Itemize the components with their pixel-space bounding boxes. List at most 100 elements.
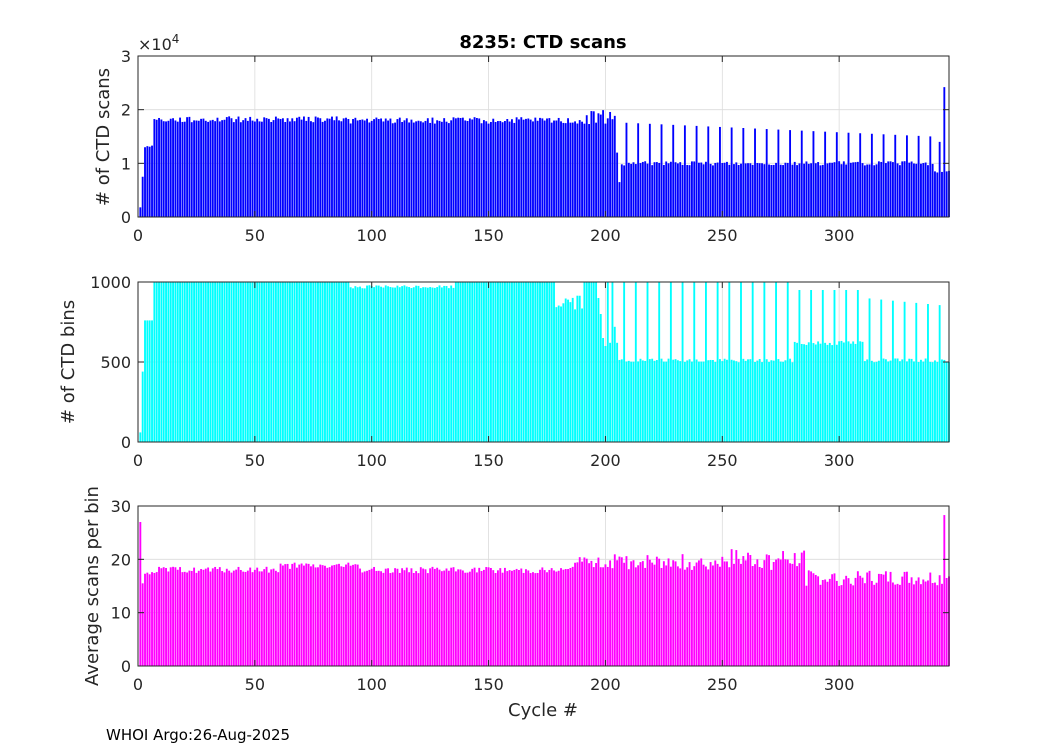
bar (863, 361, 866, 442)
bar (244, 118, 247, 217)
bar (941, 171, 943, 217)
bar (525, 118, 527, 217)
bar (744, 560, 747, 666)
bar (726, 359, 728, 442)
bar (515, 568, 518, 666)
bar (705, 566, 707, 666)
bar (821, 164, 824, 217)
bar (310, 282, 312, 442)
bar (284, 564, 287, 666)
bar (705, 161, 707, 217)
bar (480, 282, 483, 442)
bar (889, 571, 892, 666)
bar (819, 584, 822, 666)
bar (239, 282, 242, 442)
bar (744, 163, 747, 217)
bar (581, 308, 583, 442)
bar (480, 571, 483, 666)
bar (251, 572, 254, 666)
bar (279, 118, 282, 217)
bar (324, 565, 326, 666)
bar (660, 567, 663, 666)
bar (352, 564, 354, 666)
bar (267, 282, 270, 442)
bar (401, 568, 404, 666)
bar (373, 119, 375, 217)
y-axis-label-avg-scans: Average scans per bin (82, 486, 103, 686)
bar (763, 282, 766, 442)
bar (754, 361, 756, 442)
bar (812, 343, 815, 442)
bar (450, 567, 453, 666)
bar (686, 360, 689, 442)
bar (492, 282, 495, 442)
x-tick-label: 300 (824, 451, 855, 470)
bar (688, 359, 691, 442)
bar (391, 287, 394, 442)
bar (518, 119, 520, 217)
bar (447, 570, 450, 666)
x-tick-label: 0 (133, 675, 143, 694)
bar (396, 568, 399, 666)
bar (604, 564, 607, 666)
bar (445, 568, 448, 666)
bar (838, 161, 841, 217)
bar (160, 119, 163, 217)
bar (368, 285, 371, 442)
bar (927, 304, 929, 442)
bar (546, 572, 548, 666)
bar (845, 290, 848, 442)
bar (151, 145, 153, 217)
bar (340, 282, 343, 442)
bar (847, 341, 850, 442)
bar (471, 568, 474, 666)
bar (550, 282, 553, 442)
bar (648, 123, 651, 217)
bar (438, 120, 441, 217)
bar (300, 563, 303, 666)
exponent-base: ×10 (138, 35, 172, 54)
bar (655, 360, 658, 442)
bar (319, 564, 322, 666)
bar (207, 282, 210, 442)
bar (616, 152, 619, 217)
bar (179, 282, 181, 442)
y-tick-label: 1 (121, 154, 131, 173)
bar (779, 361, 782, 442)
bar (485, 567, 488, 666)
x-tick-label: 150 (473, 675, 504, 694)
bar (417, 120, 420, 217)
bar (665, 361, 668, 442)
bar (546, 118, 548, 217)
bar (258, 571, 261, 666)
bar (938, 575, 941, 666)
bar (562, 569, 565, 666)
bar (291, 282, 294, 442)
bar (578, 295, 581, 442)
bar (800, 130, 803, 217)
bar (162, 121, 165, 217)
bar (777, 359, 780, 442)
axes-frame-ctd-scans (137, 55, 950, 218)
bar (253, 569, 256, 666)
bar (714, 162, 717, 217)
bar (859, 341, 862, 442)
bar (478, 118, 481, 217)
bar (555, 571, 558, 666)
bar (772, 562, 775, 666)
bar (506, 571, 509, 666)
bar (298, 116, 301, 217)
bar (845, 164, 848, 217)
x-tick-label: 50 (245, 451, 265, 470)
bar (237, 566, 240, 666)
bar (681, 164, 684, 217)
bar (405, 118, 408, 217)
bar (256, 567, 259, 666)
bar (457, 569, 460, 666)
bar (274, 116, 277, 217)
bar (419, 567, 422, 666)
bar (139, 207, 142, 217)
bar (272, 568, 275, 666)
bar (398, 117, 401, 217)
bar (646, 282, 649, 442)
